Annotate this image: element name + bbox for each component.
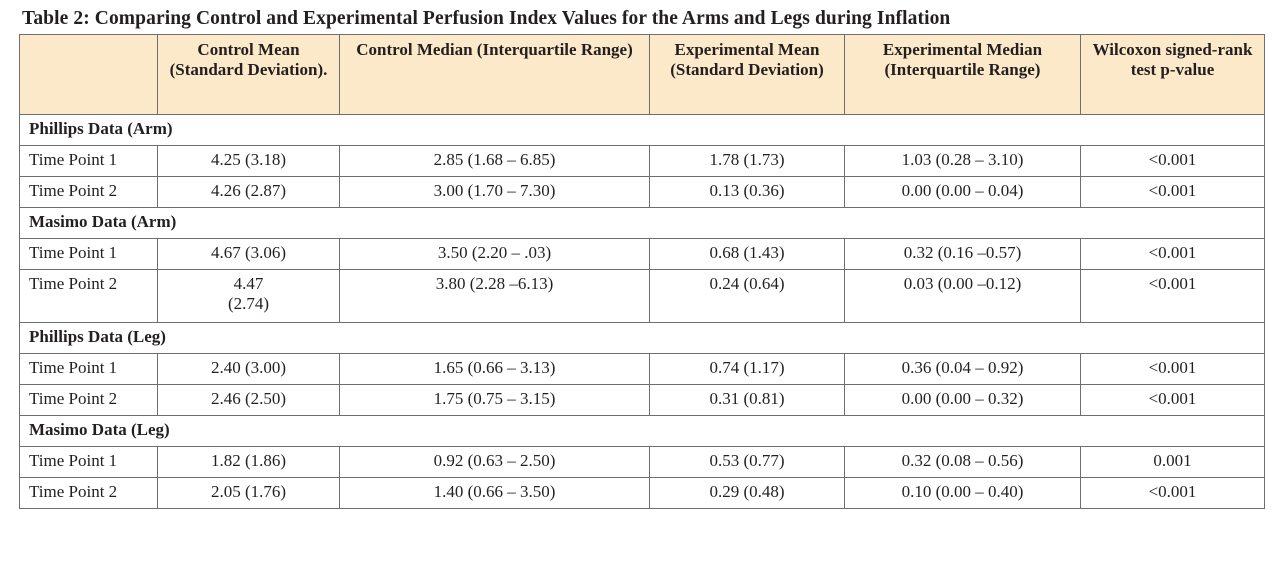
row-label: Time Point 1: [19, 238, 158, 270]
cell-exp-median: 0.36 (0.04 – 0.92): [844, 353, 1081, 385]
header-experimental-mean: Experimental Mean (Standard Deviation): [649, 34, 845, 115]
table-row: Time Point 2 4.47 (2.74) 3.80 (2.28 –6.1…: [19, 269, 1265, 323]
cell-exp-median: 0.00 (0.00 – 0.04): [844, 176, 1081, 208]
cell-control-mean: 4.47 (2.74): [157, 269, 340, 323]
header-empty: [19, 34, 158, 115]
table-row: Time Point 1 2.40 (3.00) 1.65 (0.66 – 3.…: [19, 353, 1265, 385]
row-label: Time Point 2: [19, 477, 158, 509]
section-row: Masimo Data (Arm): [19, 207, 1265, 239]
cell-p-value: <0.001: [1080, 238, 1265, 270]
section-row: Phillips Data (Leg): [19, 322, 1265, 354]
table-caption: Table 2: Comparing Control and Experimen…: [22, 8, 951, 29]
cell-p-value: <0.001: [1080, 353, 1265, 385]
section-title: Phillips Data (Leg): [19, 322, 1265, 354]
cell-exp-median: 0.32 (0.16 –0.57): [844, 238, 1081, 270]
cell-control-median: 0.92 (0.63 – 2.50): [339, 446, 650, 478]
cell-p-value: <0.001: [1080, 477, 1265, 509]
table-row: Time Point 2 2.05 (1.76) 1.40 (0.66 – 3.…: [19, 477, 1265, 509]
cell-control-mean: 4.26 (2.87): [157, 176, 340, 208]
cell-control-mean: 2.46 (2.50): [157, 384, 340, 416]
cell-p-value: <0.001: [1080, 384, 1265, 416]
perfusion-index-table: Control Mean (Standard Deviation). Contr…: [19, 34, 1265, 509]
cell-control-median: 1.65 (0.66 – 3.13): [339, 353, 650, 385]
section-title: Masimo Data (Leg): [19, 415, 1265, 447]
cell-p-value: 0.001: [1080, 446, 1265, 478]
cell-exp-median: 1.03 (0.28 – 3.10): [844, 145, 1081, 177]
section-title: Masimo Data (Arm): [19, 207, 1265, 239]
cell-exp-mean: 0.68 (1.43): [649, 238, 845, 270]
table-row: Time Point 1 4.67 (3.06) 3.50 (2.20 – .0…: [19, 238, 1265, 270]
cell-control-mean: 1.82 (1.86): [157, 446, 340, 478]
cell-control-mean-value: 4.47: [233, 274, 264, 293]
cell-exp-mean: 1.78 (1.73): [649, 145, 845, 177]
header-control-mean: Control Mean (Standard Deviation).: [157, 34, 340, 115]
table-row: Time Point 1 4.25 (3.18) 2.85 (1.68 – 6.…: [19, 145, 1265, 177]
cell-p-value: <0.001: [1080, 176, 1265, 208]
cell-exp-mean: 0.13 (0.36): [649, 176, 845, 208]
cell-control-mean: 2.05 (1.76): [157, 477, 340, 509]
cell-control-median: 3.80 (2.28 –6.13): [339, 269, 650, 323]
cell-exp-median: 0.10 (0.00 – 0.40): [844, 477, 1081, 509]
header-control-median: Control Median (Interquartile Range): [339, 34, 650, 115]
cell-p-value: <0.001: [1080, 269, 1265, 323]
row-label: Time Point 1: [19, 353, 158, 385]
cell-control-median: 2.85 (1.68 – 6.85): [339, 145, 650, 177]
table-row: Time Point 2 2.46 (2.50) 1.75 (0.75 – 3.…: [19, 384, 1265, 416]
cell-control-median: 3.00 (1.70 – 7.30): [339, 176, 650, 208]
cell-control-mean: 4.25 (3.18): [157, 145, 340, 177]
row-label: Time Point 2: [19, 269, 158, 323]
header-wilcoxon-p: Wilcoxon signed-rank test p-value: [1080, 34, 1265, 115]
cell-exp-mean: 0.74 (1.17): [649, 353, 845, 385]
cell-control-mean: 2.40 (3.00): [157, 353, 340, 385]
cell-exp-mean: 0.53 (0.77): [649, 446, 845, 478]
cell-control-mean: 4.67 (3.06): [157, 238, 340, 270]
row-label: Time Point 1: [19, 446, 158, 478]
cell-control-mean-sd: (2.74): [227, 294, 270, 313]
cell-exp-median: 0.03 (0.00 –0.12): [844, 269, 1081, 323]
header-row: Control Mean (Standard Deviation). Contr…: [19, 34, 1265, 115]
cell-p-value: <0.001: [1080, 145, 1265, 177]
cell-exp-mean: 0.29 (0.48): [649, 477, 845, 509]
cell-exp-median: 0.00 (0.00 – 0.32): [844, 384, 1081, 416]
cell-exp-median: 0.32 (0.08 – 0.56): [844, 446, 1081, 478]
cell-exp-mean: 0.31 (0.81): [649, 384, 845, 416]
table-row: Time Point 2 4.26 (2.87) 3.00 (1.70 – 7.…: [19, 176, 1265, 208]
header-experimental-median: Experimental Median (Interquartile Range…: [844, 34, 1081, 115]
section-title: Phillips Data (Arm): [19, 114, 1265, 146]
cell-control-median: 3.50 (2.20 – .03): [339, 238, 650, 270]
row-label: Time Point 2: [19, 384, 158, 416]
cell-control-median: 1.75 (0.75 – 3.15): [339, 384, 650, 416]
row-label: Time Point 2: [19, 176, 158, 208]
cell-control-median: 1.40 (0.66 – 3.50): [339, 477, 650, 509]
table-row: Time Point 1 1.82 (1.86) 0.92 (0.63 – 2.…: [19, 446, 1265, 478]
row-label: Time Point 1: [19, 145, 158, 177]
section-row: Masimo Data (Leg): [19, 415, 1265, 447]
section-row: Phillips Data (Arm): [19, 114, 1265, 146]
cell-exp-mean: 0.24 (0.64): [649, 269, 845, 323]
